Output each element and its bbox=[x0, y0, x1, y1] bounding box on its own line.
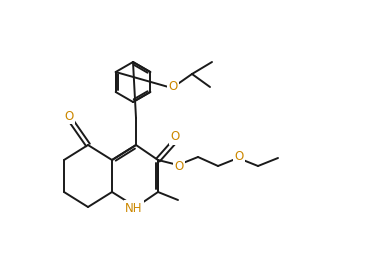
Text: O: O bbox=[168, 81, 178, 93]
Text: O: O bbox=[174, 160, 184, 172]
Text: NH: NH bbox=[125, 201, 143, 214]
Text: O: O bbox=[170, 131, 180, 144]
Text: O: O bbox=[65, 109, 74, 122]
Text: O: O bbox=[234, 151, 243, 164]
